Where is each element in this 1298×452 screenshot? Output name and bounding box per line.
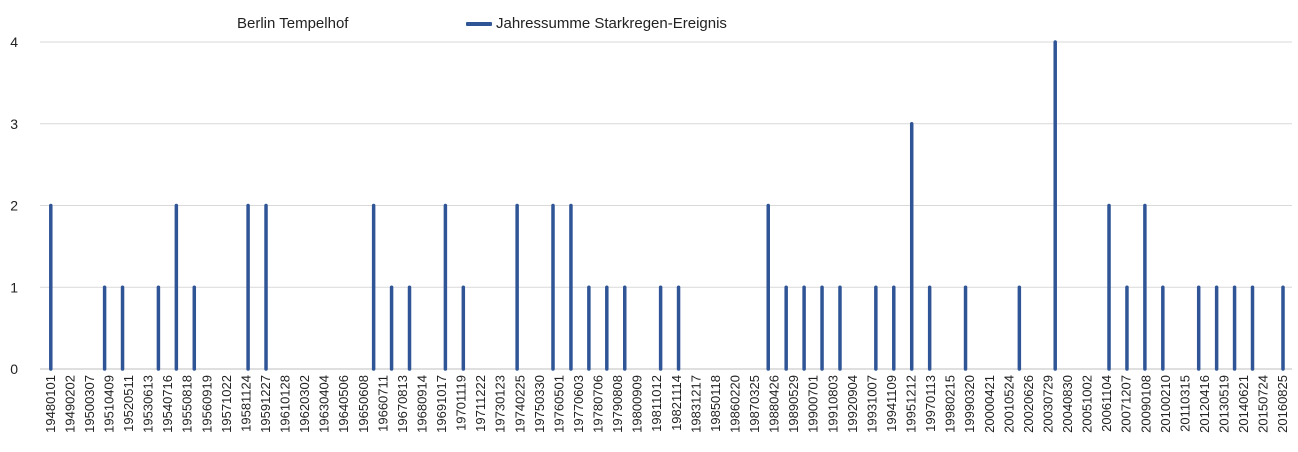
x-tick-label: 19860220 bbox=[727, 375, 742, 433]
legend: Jahressumme Starkregen-Ereignis bbox=[466, 15, 727, 32]
x-tick-label: 19900701 bbox=[806, 375, 821, 433]
y-tick-label: 1 bbox=[10, 279, 18, 295]
x-tick-label: 19910803 bbox=[825, 375, 840, 433]
x-tick-label: 19990320 bbox=[962, 375, 977, 433]
x-tick-label: 20010524 bbox=[1001, 375, 1016, 433]
x-tick-label: 19610128 bbox=[278, 375, 293, 433]
y-tick-label: 4 bbox=[10, 34, 18, 50]
x-tick-label: 19750330 bbox=[532, 375, 547, 433]
x-tick-label: 19571022 bbox=[219, 375, 234, 433]
x-tick-label: 20071207 bbox=[1119, 375, 1134, 433]
x-tick-label: 19670813 bbox=[395, 375, 410, 433]
x-tick-label: 19560919 bbox=[199, 375, 214, 433]
x-tick-label: 20150724 bbox=[1256, 375, 1271, 433]
x-tick-label: 19970113 bbox=[923, 375, 938, 432]
x-tick-label: 20051002 bbox=[1080, 375, 1095, 433]
x-tick-label: 19730123 bbox=[493, 375, 508, 433]
x-tick-label: 19951212 bbox=[904, 375, 919, 433]
x-tick-label: 19740225 bbox=[512, 375, 527, 433]
x-tick-label: 19811012 bbox=[649, 375, 664, 432]
x-tick-label: 20140621 bbox=[1236, 375, 1251, 433]
x-tick-label: 19620302 bbox=[297, 375, 312, 433]
x-tick-label: 19831217 bbox=[688, 375, 703, 433]
x-tick-label: 20040830 bbox=[1060, 375, 1075, 433]
x-tick-label: 19640506 bbox=[336, 375, 351, 433]
x-tick-label: 20061104 bbox=[1099, 375, 1114, 432]
x-tick-label: 20160825 bbox=[1275, 375, 1290, 433]
x-tick-label: 19701119 bbox=[454, 375, 469, 431]
x-tick-label: 19790808 bbox=[610, 375, 625, 433]
x-tick-label: 19650608 bbox=[356, 375, 371, 433]
x-tick-label: 20130519 bbox=[1217, 375, 1232, 433]
x-tick-label: 20110315 bbox=[1177, 375, 1192, 432]
x-tick-label: 19520511 bbox=[121, 375, 136, 432]
x-tick-label: 19530613 bbox=[141, 375, 156, 433]
x-tick-label: 19931007 bbox=[864, 375, 879, 433]
x-tick-label: 19941109 bbox=[884, 375, 899, 432]
x-tick-label: 19770603 bbox=[571, 375, 586, 433]
x-tick-label: 19660711 bbox=[375, 375, 390, 432]
x-tick-label: 19980215 bbox=[943, 375, 958, 433]
x-tick-label: 20100210 bbox=[1158, 375, 1173, 433]
y-tick-label: 0 bbox=[10, 361, 18, 377]
legend-swatch bbox=[466, 21, 492, 26]
x-tick-label: 19500307 bbox=[82, 375, 97, 433]
x-tick-label: 19890529 bbox=[786, 375, 801, 433]
legend-label: Jahressumme Starkregen-Ereignis bbox=[496, 15, 727, 32]
y-tick-label: 2 bbox=[10, 198, 18, 214]
x-tick-label: 19550818 bbox=[180, 375, 195, 433]
x-tick-label: 19510409 bbox=[101, 375, 116, 433]
x-tick-label: 19880426 bbox=[767, 375, 782, 433]
x-tick-label: 19800909 bbox=[630, 375, 645, 433]
x-tick-label: 19850118 bbox=[708, 375, 723, 432]
x-tick-label: 19591227 bbox=[258, 375, 273, 433]
x-tick-label: 19780706 bbox=[591, 375, 606, 433]
x-tick-label: 19540716 bbox=[160, 375, 175, 433]
x-tick-label: 19691017 bbox=[434, 375, 449, 433]
x-tick-label: 19680914 bbox=[414, 375, 429, 433]
chart-title: Berlin Tempelhof bbox=[237, 15, 349, 32]
x-tick-label: 19480101 bbox=[43, 375, 58, 433]
x-tick-label: 19760501 bbox=[551, 375, 566, 433]
x-tick-label: 19711222 bbox=[473, 375, 488, 432]
x-tick-label: 19490202 bbox=[62, 375, 77, 433]
x-tick-label: 20090108 bbox=[1138, 375, 1153, 433]
x-tick-label: 19821114 bbox=[669, 375, 684, 431]
x-tick-label: 20020626 bbox=[1021, 375, 1036, 433]
x-tick-label: 19870325 bbox=[747, 375, 762, 433]
x-tick-label: 20030729 bbox=[1040, 375, 1055, 433]
x-tick-label: 20000421 bbox=[982, 375, 997, 433]
x-tick-label: 20120416 bbox=[1197, 375, 1212, 433]
x-tick-label: 19630404 bbox=[317, 375, 332, 433]
x-tick-label: 19581124 bbox=[238, 375, 253, 432]
x-tick-label: 19920904 bbox=[845, 375, 860, 433]
y-tick-label: 3 bbox=[10, 116, 18, 132]
